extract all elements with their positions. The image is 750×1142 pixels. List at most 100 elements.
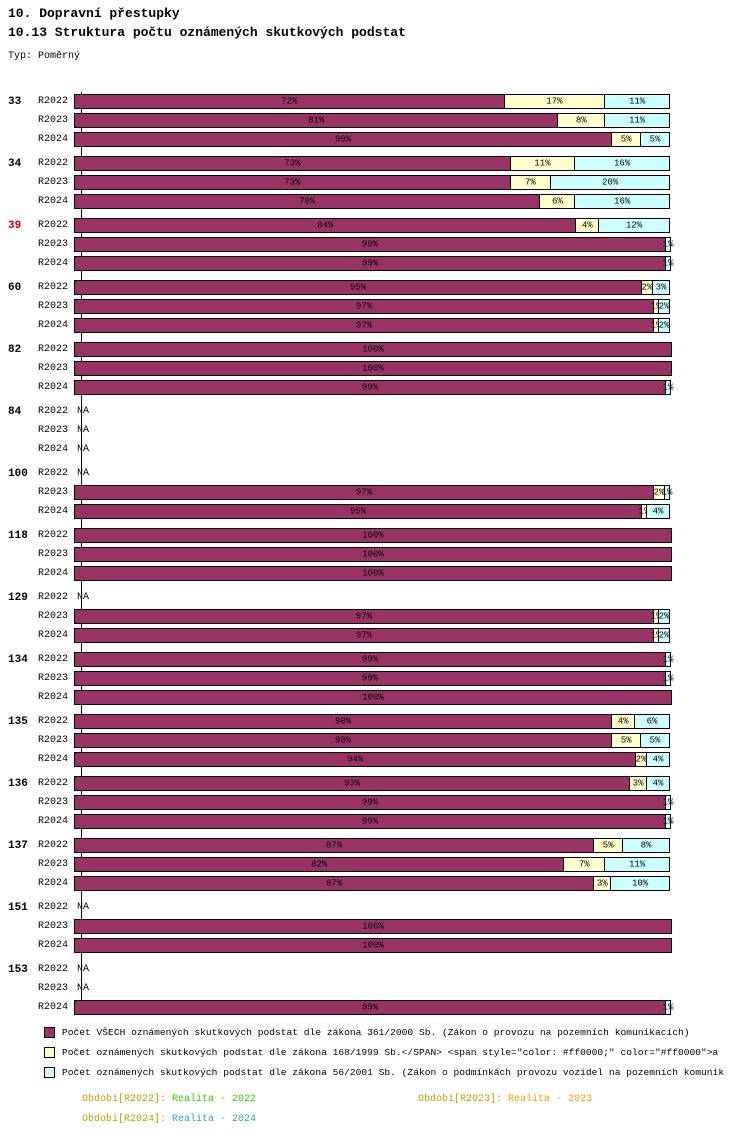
chart-group-100: 100 R2022 NA R2023 97% 2% 1% R2024 95% 1% 4% [0, 464, 750, 521]
period-label: R2024 [38, 630, 69, 641]
group-label: 82 [8, 343, 22, 356]
bar-segment-series1: 97% [74, 299, 655, 314]
period-value: Realita - 2023 [508, 1094, 593, 1105]
stacked-bar: 100% [74, 566, 672, 581]
segment-value-label: 12% [625, 220, 643, 230]
bar-segment-series3: 8% [622, 838, 670, 853]
na-value: NA [77, 983, 90, 994]
chart-row-34-R2024: R2024 78% 6% 16% [0, 192, 750, 211]
chart-row-134-R2024: R2024 100% [0, 688, 750, 707]
period-label: R2024 [38, 692, 69, 703]
segment-value-label: 1% [650, 320, 662, 330]
chart-row-82-R2024: R2024 99% 1% [0, 378, 750, 397]
bar-segment-series1: 100% [74, 566, 672, 581]
bar-segment-series2: 3% [593, 876, 612, 891]
chart-row-100-R2023: R2023 97% 2% 1% [0, 483, 750, 502]
bar-area: 99% 1% [74, 671, 673, 686]
segment-value-label: 11% [628, 96, 646, 106]
segment-value-label: 1% [662, 382, 674, 392]
header: 10. Dopravní přestupky 10.13 Struktura p… [0, 0, 750, 62]
bar-area: 100% [74, 528, 672, 543]
chart-row-60-R2024: R2024 97% 1% 2% [0, 316, 750, 335]
period-value: Realita - 2024 [172, 1114, 257, 1125]
stacked-bar: 72% 17% 11% [74, 94, 670, 109]
period-label: R2023 [38, 983, 69, 994]
chart-row-137-R2024: R2024 87% 3% 10% [0, 874, 750, 893]
bar-segment-series2: 5% [593, 838, 624, 853]
bar-area: 100% [74, 361, 672, 376]
chart-row-136-R2024: R2024 99% 1% [0, 812, 750, 831]
segment-value-label: 95% [349, 506, 367, 516]
bar-segment-series3: 3% [652, 280, 670, 295]
segment-value-label: 3% [596, 878, 608, 888]
bar-segment-series3: 5% [640, 733, 670, 748]
stacked-bar: 100% [74, 547, 672, 562]
bar-area: NA [74, 900, 672, 915]
period-label: R2022 [38, 406, 69, 417]
period-label: R2022 [38, 654, 69, 665]
stacked-bar: 97% 1% 2% [74, 609, 670, 624]
stacked-bar: 90% 5% 5% [74, 132, 670, 147]
group-label: 151 [8, 901, 28, 914]
segment-value-label: 5% [602, 840, 614, 850]
stacked-bar: 99% 1% [74, 671, 673, 686]
segment-value-label: 5% [649, 735, 661, 745]
bar-segment-series3: 12% [598, 218, 670, 233]
segment-value-label: 2% [658, 630, 670, 640]
period-label: R2024 [38, 568, 69, 579]
bar-area: NA [74, 442, 672, 457]
bar-segment-series1: 99% [74, 256, 667, 271]
chart-row-137-R2023: R2023 82% 7% 11% [0, 855, 750, 874]
bar-area: 81% 8% 11% [74, 113, 672, 128]
stacked-bar-chart: 33 R2022 72% 17% 11% R2023 81% 8% 11% R2024 90% 5% 5… [0, 92, 750, 1017]
segment-value-label: 78% [299, 196, 316, 206]
stacked-bar: 100% [74, 690, 672, 705]
segment-value-label: 4% [652, 778, 664, 788]
bar-segment-series1: 99% [74, 237, 667, 252]
segment-value-label: 90% [334, 716, 352, 726]
period-name: Období[R2023]: [418, 1094, 509, 1105]
bar-segment-series1: 95% [74, 280, 643, 295]
bar-segment-series3: 4% [646, 776, 670, 791]
bar-area: 100% [74, 342, 672, 357]
bar-area: NA [74, 404, 672, 419]
bar-segment-series3: 2% [658, 609, 670, 624]
bar-segment-series1: 99% [74, 1000, 667, 1015]
bar-segment-series1: 99% [74, 671, 667, 686]
segment-value-label: 3% [632, 778, 644, 788]
stacked-bar: 93% 3% 4% [74, 776, 670, 791]
bar-segment-series1: 73% [74, 156, 511, 171]
segment-value-label: 8% [640, 840, 652, 850]
page-title: 10. Dopravní přestupky [8, 6, 180, 21]
segment-value-label: 99% [361, 797, 379, 807]
chart-row-82-R2023: R2023 100% [0, 359, 750, 378]
bar-area: 93% 3% 4% [74, 776, 672, 791]
period-label: R2023 [38, 611, 69, 622]
na-value: NA [77, 406, 90, 417]
stacked-bar: 97% 1% 2% [74, 628, 670, 643]
period-label: R2024 [38, 878, 69, 889]
bar-segment-series3: 1% [663, 256, 673, 271]
bar-area: 99% 1% [74, 256, 673, 271]
segment-value-label: 1% [662, 797, 674, 807]
chart-row-33-R2022: 33 R2022 72% 17% 11% [0, 92, 750, 111]
period-label: R2023 [38, 487, 69, 498]
bar-area: 90% 4% 6% [74, 714, 672, 729]
segment-value-label: 1% [662, 816, 674, 826]
period-label: R2022 [38, 592, 69, 603]
bar-segment-series2: 5% [611, 733, 642, 748]
period-label: R2023 [38, 239, 69, 250]
period-label: R2023 [38, 859, 69, 870]
period-label: R2024 [38, 134, 69, 145]
group-label: 100 [8, 467, 28, 480]
stacked-bar: 95% 1% 4% [74, 504, 670, 519]
bar-segment-series3: 11% [604, 857, 670, 872]
period-label: R2022 [38, 778, 69, 789]
bar-segment-series2: 3% [629, 776, 648, 791]
chart-group-137: 137 R2022 87% 5% 8% R2023 82% 7% 11% R2024 87% 3% 10… [0, 836, 750, 893]
chart-legend: Počet VŠECH oznámených skutkových podsta… [0, 1022, 750, 1082]
segment-value-label: 100% [362, 568, 384, 578]
group-label: 153 [8, 963, 28, 976]
bar-segment-series3: 1% [663, 671, 673, 686]
bar-area: 90% 5% 5% [74, 132, 672, 147]
